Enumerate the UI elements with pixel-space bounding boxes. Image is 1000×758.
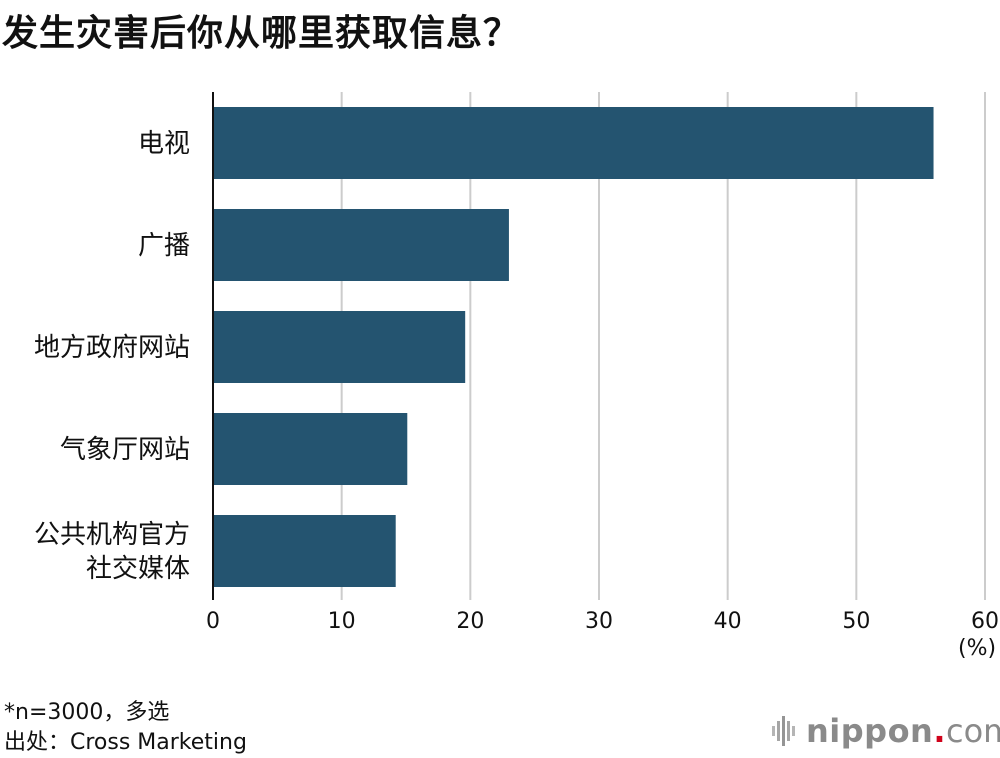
x-tick-labels: 0 10 20 30 40 50 60 [206, 609, 999, 634]
logo-mark-icon [772, 716, 795, 746]
x-tick-label: 60 [971, 609, 999, 634]
bar [213, 311, 466, 383]
x-tick-label: 20 [456, 609, 484, 634]
nippon-logo: nippon. com [772, 712, 1000, 750]
x-tick-label: 10 [328, 609, 356, 634]
x-tick-label: 0 [206, 609, 220, 634]
chart-title: 发生灾害后你从哪里获取信息？ [2, 13, 521, 54]
category-label: 广播 [138, 231, 190, 261]
logo-name: nippon [806, 712, 934, 750]
bar [213, 209, 509, 281]
x-tick-label: 50 [842, 609, 870, 634]
footnote: *n=3000，多选 [4, 700, 170, 725]
category-label: 公共机构官方 [34, 520, 190, 550]
logo-dot: . [933, 712, 946, 750]
bar [213, 107, 934, 179]
source-note: 出处：Cross Marketing [4, 730, 247, 755]
x-tick-label: 40 [714, 609, 742, 634]
category-label: 社交媒体 [86, 554, 190, 584]
bars [213, 107, 934, 587]
category-label: 气象厅网站 [60, 435, 190, 465]
bar [213, 413, 408, 485]
unit-label: (%) [958, 636, 997, 661]
category-label: 地方政府网站 [34, 333, 190, 363]
bar [213, 515, 396, 587]
x-tick-label: 30 [585, 609, 613, 634]
category-label: 电视 [138, 129, 190, 159]
logo-tld: com [945, 712, 1000, 750]
